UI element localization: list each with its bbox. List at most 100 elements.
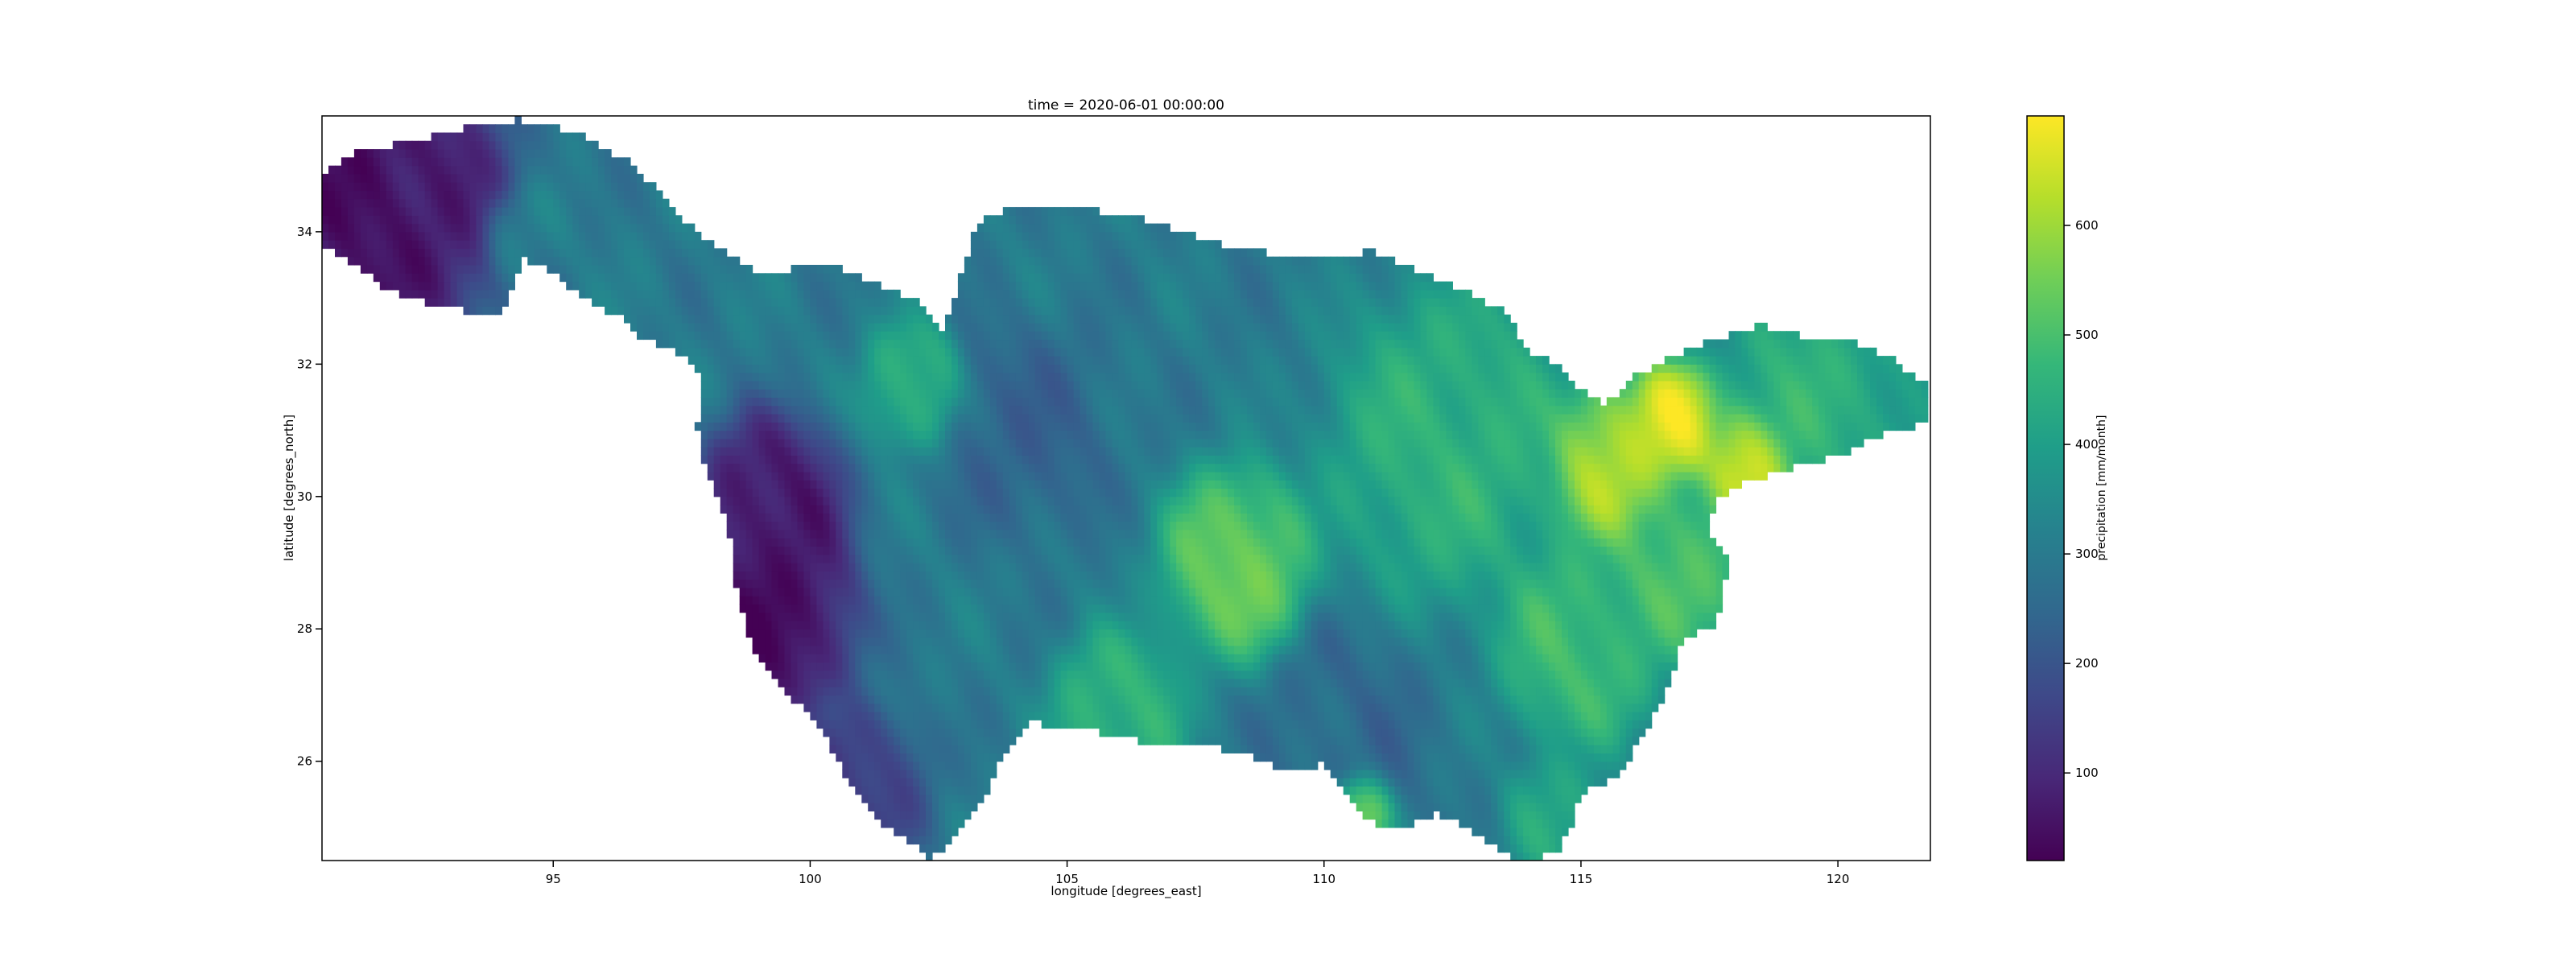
heatmap-cell <box>803 521 811 530</box>
heatmap-cell <box>842 289 849 299</box>
heatmap-cell <box>976 505 985 514</box>
heatmap-cell <box>964 314 972 324</box>
heatmap-cell <box>881 703 888 712</box>
heatmap-cell <box>444 157 452 167</box>
heatmap-cell <box>1028 695 1036 704</box>
heatmap-cell <box>437 231 445 241</box>
heatmap-cell <box>1022 488 1030 497</box>
heatmap-cell <box>1067 712 1075 720</box>
heatmap-cell <box>598 231 605 241</box>
heatmap-cell <box>906 471 914 481</box>
heatmap-cell <box>900 579 907 588</box>
heatmap-cell <box>945 356 952 365</box>
heatmap-cell <box>1105 529 1113 539</box>
heatmap-cell <box>1002 397 1010 407</box>
heatmap-cell <box>983 670 991 679</box>
heatmap-cell <box>1022 339 1030 349</box>
heatmap-cell <box>868 356 875 365</box>
heatmap-cell <box>874 488 881 497</box>
heatmap-cell <box>926 803 933 811</box>
heatmap-cell <box>874 397 881 407</box>
heatmap-cell <box>1047 629 1055 638</box>
heatmap-cell <box>1118 248 1125 258</box>
heatmap-cell <box>881 314 888 324</box>
heatmap-cell <box>1073 248 1081 258</box>
heatmap-cell <box>1080 521 1088 530</box>
heatmap-cell <box>1002 670 1010 679</box>
heatmap-cell <box>1054 471 1062 481</box>
heatmap-cell <box>1047 265 1055 274</box>
heatmap-cell <box>848 554 856 564</box>
heatmap-cell <box>1086 281 1094 291</box>
heatmap-cell <box>1041 207 1049 216</box>
heatmap-cell <box>926 480 933 489</box>
heatmap-cell <box>836 728 843 737</box>
heatmap-cell <box>939 736 946 745</box>
heatmap-cell <box>373 190 381 200</box>
heatmap-cell <box>926 612 933 621</box>
heatmap-cell <box>874 505 881 514</box>
heatmap-cell <box>887 695 894 704</box>
heatmap-cell <box>952 720 959 729</box>
heatmap-cell <box>341 165 349 175</box>
heatmap-cell <box>765 521 773 530</box>
heatmap-cell <box>1047 513 1055 522</box>
heatmap-cell <box>919 405 927 415</box>
heatmap-cell <box>964 488 972 497</box>
heatmap-cell <box>784 405 792 415</box>
heatmap-cell <box>655 231 663 241</box>
heatmap-cell <box>836 637 843 646</box>
heatmap-cell <box>1002 289 1010 299</box>
heatmap-cell <box>360 157 368 167</box>
heatmap-cell <box>1073 687 1081 696</box>
heatmap-cell <box>1009 405 1017 415</box>
heatmap-cell <box>1060 505 1068 514</box>
heatmap-cell <box>617 248 625 258</box>
heatmap-cell <box>868 298 875 307</box>
heatmap-cell <box>989 372 997 382</box>
heatmap-cell <box>366 198 374 208</box>
heatmap-cell <box>566 231 573 241</box>
heatmap-cell <box>579 215 586 225</box>
heatmap-cell <box>906 620 914 630</box>
heatmap-cell <box>366 165 374 175</box>
heatmap-cell <box>957 496 965 506</box>
heatmap-cell <box>874 306 881 316</box>
heatmap-cell <box>881 761 888 770</box>
heatmap-cell <box>868 637 875 646</box>
heatmap-cell <box>335 207 342 216</box>
heatmap-cell <box>939 471 946 481</box>
heatmap-cell <box>983 513 991 522</box>
heatmap-cell <box>842 281 849 291</box>
heatmap-cell <box>765 645 773 654</box>
heatmap-cell <box>687 265 696 274</box>
heatmap-cell <box>713 480 721 489</box>
heatmap-cell <box>1034 298 1042 307</box>
heatmap-cell <box>437 157 445 167</box>
heatmap-cell <box>861 620 869 630</box>
heatmap-cell <box>418 273 426 283</box>
heatmap-cell <box>939 447 946 456</box>
heatmap-cell <box>791 322 799 332</box>
heatmap-cell <box>335 240 342 250</box>
heatmap-cell <box>989 471 997 481</box>
heatmap-cell <box>797 554 805 564</box>
heatmap-cell <box>687 331 696 341</box>
heatmap-cell <box>694 281 702 291</box>
heatmap-cell <box>547 165 554 175</box>
heatmap-cell <box>989 273 997 283</box>
heatmap-cell <box>945 471 952 481</box>
heatmap-cell <box>1086 389 1094 398</box>
heatmap-cell <box>521 149 528 158</box>
heatmap-cell <box>482 265 490 274</box>
heatmap-cell <box>816 471 824 481</box>
heatmap-cell <box>1015 703 1023 712</box>
heatmap-cell <box>784 306 792 316</box>
heatmap-cell <box>976 488 985 497</box>
heatmap-cell <box>1080 637 1088 646</box>
heatmap-cell <box>797 455 805 464</box>
heatmap-cell <box>758 620 766 630</box>
heatmap-cell <box>379 157 387 167</box>
heatmap-cell <box>694 364 702 374</box>
heatmap-cell <box>1073 645 1081 654</box>
